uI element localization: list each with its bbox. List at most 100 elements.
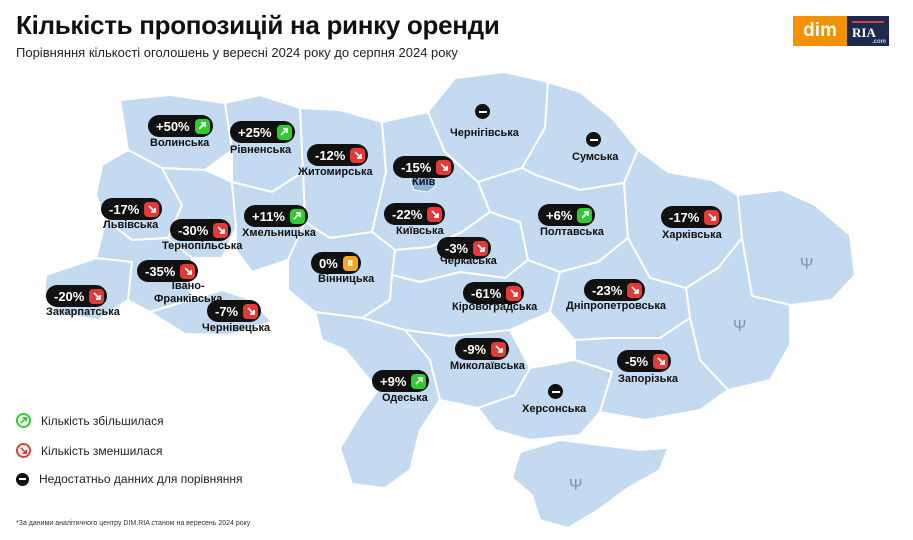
arrow-up-icon bbox=[194, 118, 210, 134]
region-name: Миколаївська bbox=[450, 360, 525, 372]
no-data-icon bbox=[586, 132, 601, 147]
change-value: -7% bbox=[215, 303, 239, 319]
arrow-down-icon bbox=[89, 288, 105, 304]
change-badge: +25% bbox=[230, 121, 295, 143]
change-value: -15% bbox=[401, 159, 432, 175]
logo-dim: dim bbox=[793, 16, 847, 46]
change-badge: -12% bbox=[307, 144, 369, 166]
change-badge: -30% bbox=[170, 219, 232, 241]
legend-increase: Кількість збільшилася bbox=[16, 413, 164, 428]
arrow-down-icon bbox=[491, 341, 507, 357]
change-value: -17% bbox=[109, 201, 140, 217]
change-badge: -15% bbox=[393, 156, 455, 178]
region-name: Сумська bbox=[572, 151, 619, 163]
trident-icon: Ψ bbox=[569, 477, 583, 494]
change-value: +6% bbox=[546, 207, 573, 223]
arrow-up-icon bbox=[276, 124, 292, 140]
arrow-down-icon bbox=[506, 285, 522, 301]
region-name: Волинська bbox=[150, 137, 210, 149]
region-name: Дніпропетровська bbox=[566, 300, 667, 312]
region-name: Закарпатська bbox=[46, 306, 120, 318]
no-data-icon bbox=[548, 384, 563, 399]
legend-increase-label: Кількість збільшилася bbox=[41, 413, 164, 428]
trident-icon: Ψ bbox=[733, 318, 747, 335]
page-title: Кількість пропозицій на ринку оренди bbox=[16, 10, 500, 40]
dim-ria-logo[interactable]: dim RIA .com bbox=[793, 16, 889, 46]
change-value: -5% bbox=[625, 353, 649, 369]
region-name: Тернопільська bbox=[162, 240, 243, 252]
change-value: +11% bbox=[252, 208, 285, 224]
region-name: Чернігівська bbox=[450, 127, 519, 139]
legend-decrease: Кількість зменшилася bbox=[16, 443, 162, 458]
change-badge: -20% bbox=[46, 285, 108, 307]
change-badge: +6% bbox=[538, 204, 596, 226]
arrow-up-icon bbox=[577, 207, 593, 223]
legend-decrease-label: Кількість зменшилася bbox=[41, 443, 163, 458]
region-name: Запорізька bbox=[618, 373, 679, 385]
change-value: -61% bbox=[471, 285, 502, 301]
region-name: Хмельницька bbox=[242, 227, 316, 239]
page-subtitle: Порівняння кількості оголошень у вересні… bbox=[16, 45, 458, 60]
change-value: -35% bbox=[145, 263, 176, 279]
arrow-up-icon bbox=[411, 373, 427, 389]
region-luhanska bbox=[737, 189, 856, 306]
region-name: Чернівецька bbox=[202, 322, 271, 334]
region-name: Рівненська bbox=[230, 144, 292, 156]
region-name: Херсонська bbox=[522, 403, 587, 415]
trident-icon: Ψ bbox=[800, 256, 814, 273]
change-badge: -23% bbox=[584, 279, 646, 301]
arrow-down-icon bbox=[180, 263, 196, 279]
change-value: -22% bbox=[392, 206, 423, 222]
change-badge: +11% bbox=[244, 205, 308, 227]
arrow-down-icon bbox=[350, 147, 366, 163]
arrow-up-icon bbox=[289, 208, 305, 224]
change-value: -30% bbox=[178, 222, 209, 238]
arrow-down-icon bbox=[473, 240, 489, 256]
change-badge: -61% bbox=[463, 282, 525, 304]
change-badge: -5% bbox=[617, 350, 672, 372]
region-name: Львівська bbox=[103, 219, 159, 231]
footnote: *За даними аналітичного центру DIM.RIA с… bbox=[16, 520, 251, 527]
legend-no-data: Недостатньо данних для порівняння bbox=[16, 472, 242, 486]
change-value: -3% bbox=[445, 240, 469, 256]
change-badge: 0% bbox=[311, 252, 361, 274]
change-value: +25% bbox=[238, 124, 272, 140]
arrow-down-icon bbox=[16, 443, 31, 458]
region-crimea bbox=[511, 439, 669, 529]
arrow-down-icon bbox=[653, 353, 669, 369]
arrow-down-icon bbox=[704, 209, 720, 225]
change-badge: -3% bbox=[437, 237, 492, 259]
change-value: -20% bbox=[54, 288, 85, 304]
arrow-down-icon bbox=[436, 159, 452, 175]
region-name: Черкаська bbox=[440, 255, 497, 267]
change-badge: -17% bbox=[101, 198, 163, 220]
legend-no-data-label: Недостатньо данних для порівняння bbox=[39, 472, 243, 486]
no-data-icon bbox=[475, 104, 490, 119]
change-value: +9% bbox=[380, 373, 407, 389]
change-badge: -22% bbox=[384, 203, 446, 225]
region-name: Полтавська bbox=[540, 226, 604, 238]
region-name: Вінницька bbox=[318, 273, 375, 285]
change-value: +50% bbox=[156, 118, 190, 134]
arrow-down-icon bbox=[144, 201, 160, 217]
logo-ria: RIA .com bbox=[847, 16, 889, 46]
region-name: Харківська bbox=[662, 229, 722, 241]
arrow-down-icon bbox=[243, 303, 259, 319]
change-value: 0% bbox=[319, 255, 338, 271]
change-badge: +9% bbox=[372, 370, 430, 392]
arrow-up-icon bbox=[16, 413, 31, 428]
arrow-down-icon bbox=[213, 222, 229, 238]
minus-icon bbox=[16, 472, 29, 486]
change-badge: -35% bbox=[137, 260, 199, 282]
region-name: Київ bbox=[412, 176, 436, 188]
change-value: -23% bbox=[592, 282, 623, 298]
change-badge: -9% bbox=[455, 338, 510, 360]
region-name: Кіровоградська bbox=[452, 301, 538, 313]
region-name: Житомирська bbox=[298, 166, 373, 178]
arrow-down-icon bbox=[427, 206, 443, 222]
arrow-down-icon bbox=[627, 282, 643, 298]
pause-icon bbox=[342, 255, 358, 271]
change-badge: +50% bbox=[148, 115, 213, 137]
change-badge: -7% bbox=[207, 300, 262, 322]
region-name: Івано- Франківська bbox=[154, 280, 223, 305]
